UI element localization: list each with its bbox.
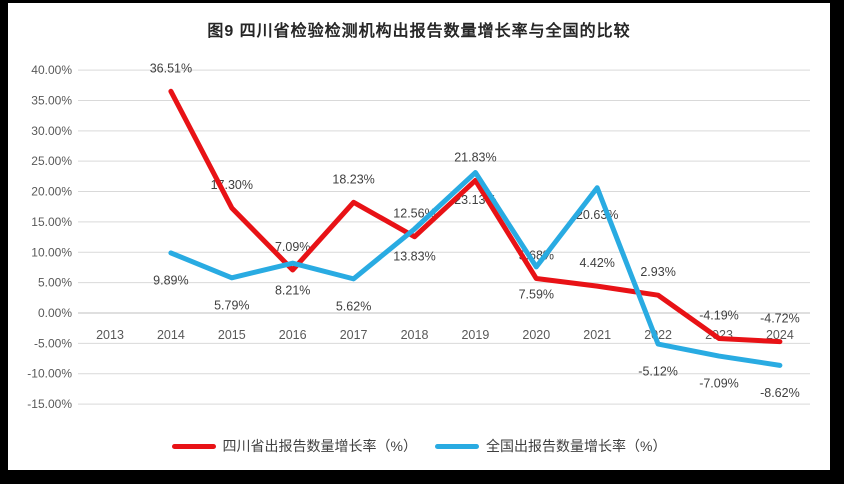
legend-label: 四川省出报告数量增长率（%） [222,438,417,454]
data-label-national: 8.21% [275,284,310,298]
y-axis-tick-label: -15.00% [27,397,72,411]
y-axis-tick-label: 15.00% [31,215,72,229]
legend-line-swatch [171,443,216,449]
data-label-national: -7.09% [699,377,739,391]
y-axis-tick-label: 20.00% [31,185,72,199]
data-label-national: 5.79% [214,298,249,312]
data-label-national: 7.59% [519,287,554,301]
data-label-sichuan: 4.42% [579,256,614,270]
y-axis-tick-label: 35.00% [31,93,72,107]
data-label-national: -5.12% [638,365,678,379]
y-axis-tick-label: 5.00% [38,276,72,290]
x-axis-tick-label: 2024 [766,328,794,342]
data-label-sichuan: 21.83% [454,150,496,164]
y-axis-tick-label: 25.00% [31,154,72,168]
x-axis-tick-label: 2015 [218,328,246,342]
x-axis-tick-label: 2018 [401,328,429,342]
y-axis-tick-label: -5.00% [34,336,72,350]
x-axis-tick-label: 2014 [157,328,185,342]
data-label-national: -8.62% [760,386,800,400]
data-label-sichuan: -4.19% [699,308,739,322]
y-axis-tick-label: -10.00% [27,367,72,381]
y-axis-tick-label: 10.00% [31,245,72,259]
chart-title: 图9 四川省检验检测机构出报告数量增长率与全国的比较 [207,23,631,40]
x-axis-tick-label: 2016 [279,328,307,342]
line-chart: 40.00% 35.00% 30.00% 25.00% 20.00% 15.00% 10.0… [27,61,810,411]
x-axis-tick-label: 2021 [583,328,611,342]
legend: 四川省出报告数量增长率（%） 全国出报告数量增长率（%） [8,436,830,456]
y-axis-tick-label: 0.00% [38,306,72,320]
x-axis-tick-label: 2013 [96,328,124,342]
x-axis-tick-label: 2020 [522,328,550,342]
y-axis-tick-label: 30.00% [31,124,72,138]
data-label-sichuan: 36.51% [150,61,192,75]
legend-item-sichuan: 四川省出报告数量增长率（%） [171,436,417,456]
data-label-national: 9.89% [153,273,188,287]
data-label-sichuan: 18.23% [332,172,374,186]
legend-line-swatch [435,443,479,449]
series-line-sichuan [168,88,783,345]
series-line-national [168,170,783,368]
x-axis-tick-label: 2017 [340,328,368,342]
data-label-sichuan: 2.93% [640,265,675,279]
y-axis-tick-label: 40.00% [31,63,72,77]
data-label-sichuan: 7.09% [275,240,310,254]
chart-canvas: 图9 四川省检验检测机构出报告数量增长率与全国的比较 40.00% 35.00% 3… [8,3,830,470]
data-label-national: 5.62% [336,299,371,313]
x-axis-tick-label: 2019 [461,328,489,342]
legend-item-national: 全国出报告数量增长率（%） [435,436,666,456]
data-label-sichuan: -4.72% [760,312,800,326]
data-label-national: 13.83% [393,250,435,264]
legend-label: 全国出报告数量增长率（%） [486,438,667,454]
